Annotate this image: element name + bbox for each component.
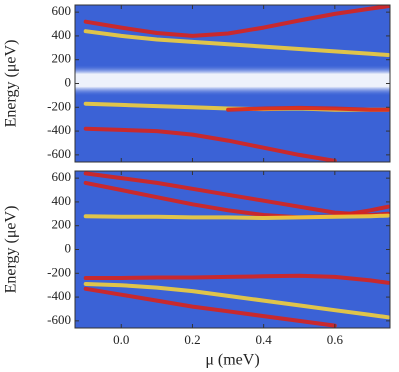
y-tick-label: 600	[52, 3, 72, 18]
band-line	[83, 273, 390, 285]
y-tick-label: -600	[47, 146, 71, 161]
y-tick-label: 0	[65, 74, 72, 89]
band-line	[83, 213, 390, 220]
gap-band	[75, 64, 390, 97]
plot-area	[83, 171, 390, 328]
band-line	[83, 286, 337, 328]
y-tick-label: -400	[47, 288, 71, 303]
y-axis-title: Energy (μeV)	[3, 206, 20, 294]
y-tick-label: 200	[52, 51, 72, 66]
y-tick-label: 0	[65, 240, 72, 255]
y-tick-label: -400	[47, 122, 71, 137]
y-tick-label: -600	[47, 312, 71, 327]
band-line	[83, 29, 390, 57]
y-tick-label: 600	[52, 169, 72, 184]
band-line	[83, 126, 337, 162]
band-line	[83, 5, 390, 38]
x-tick-label: 0.6	[327, 332, 344, 347]
y-tick-label: -200	[47, 264, 71, 279]
x-tick-label: 0.4	[256, 332, 273, 347]
band-line	[83, 282, 390, 320]
x-axis-title: μ (meV)	[205, 352, 259, 369]
band-line	[226, 105, 390, 112]
y-tick-label: 200	[52, 217, 72, 232]
plot-area	[75, 5, 390, 162]
y-tick-label: 400	[52, 193, 72, 208]
y-axis-title: Energy (μeV)	[3, 40, 20, 128]
y-tick-label: 400	[52, 27, 72, 42]
band-line	[83, 171, 390, 217]
y-tick-label: -200	[47, 98, 71, 113]
x-tick-label: 0.0	[113, 332, 129, 347]
x-tick-label: 0.2	[184, 332, 200, 347]
